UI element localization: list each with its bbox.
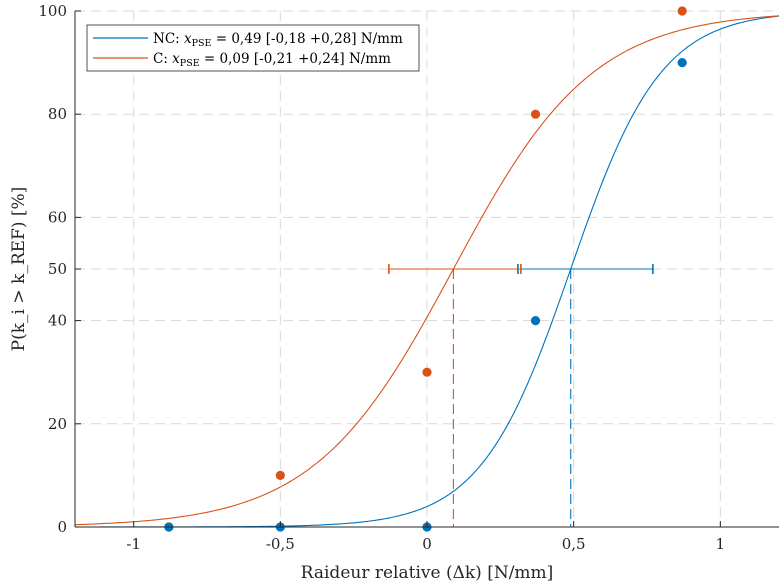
data-point-1	[275, 470, 285, 480]
x-tick-label: 0,5	[562, 535, 586, 553]
y-tick-label: 20	[48, 415, 67, 433]
y-axis-title: P(k_i > k_REF) [%]	[9, 187, 29, 352]
grid	[75, 10, 779, 528]
axes: -1 -0,5 0 0,5 1 0 20 40 50 60 80 100 Raideur relativ…	[9, 2, 779, 583]
legend-box	[86, 24, 420, 72]
confidence-intervals	[388, 264, 654, 274]
data-point-1	[422, 367, 432, 377]
x-tick-label: -0,5	[266, 535, 295, 553]
x-axis-title: Raideur relative (Δk) [N/mm]	[301, 563, 554, 583]
y-tick-label: 60	[48, 208, 67, 226]
data-point-0	[530, 316, 541, 326]
pse-markers	[452, 269, 572, 527]
x-tick-label: 0	[422, 535, 432, 553]
y-tick-label: 50	[48, 260, 67, 278]
data-point-0	[677, 58, 687, 68]
x-tick-label: 1	[716, 535, 726, 553]
y-tick-label: 80	[48, 105, 67, 123]
legend-label-1: C: xPSE = 0,09 [-0,21 +0,24] N/mm	[153, 51, 391, 69]
fit-curve-1	[74, 15, 779, 526]
y-tick-label: 100	[38, 2, 67, 20]
y-tick-label: 40	[48, 312, 67, 330]
data-point-1	[677, 6, 687, 16]
legend: NC: xPSE = 0,49 [-0,18 +0,28] N/mm C: xPS…	[86, 24, 420, 72]
x-tick-label: -1	[126, 535, 141, 553]
y-tick-label: 0	[57, 518, 67, 536]
data-point-1	[530, 109, 541, 119]
legend-label-0: NC: xPSE = 0,49 [-0,18 +0,28] N/mm	[153, 31, 403, 49]
